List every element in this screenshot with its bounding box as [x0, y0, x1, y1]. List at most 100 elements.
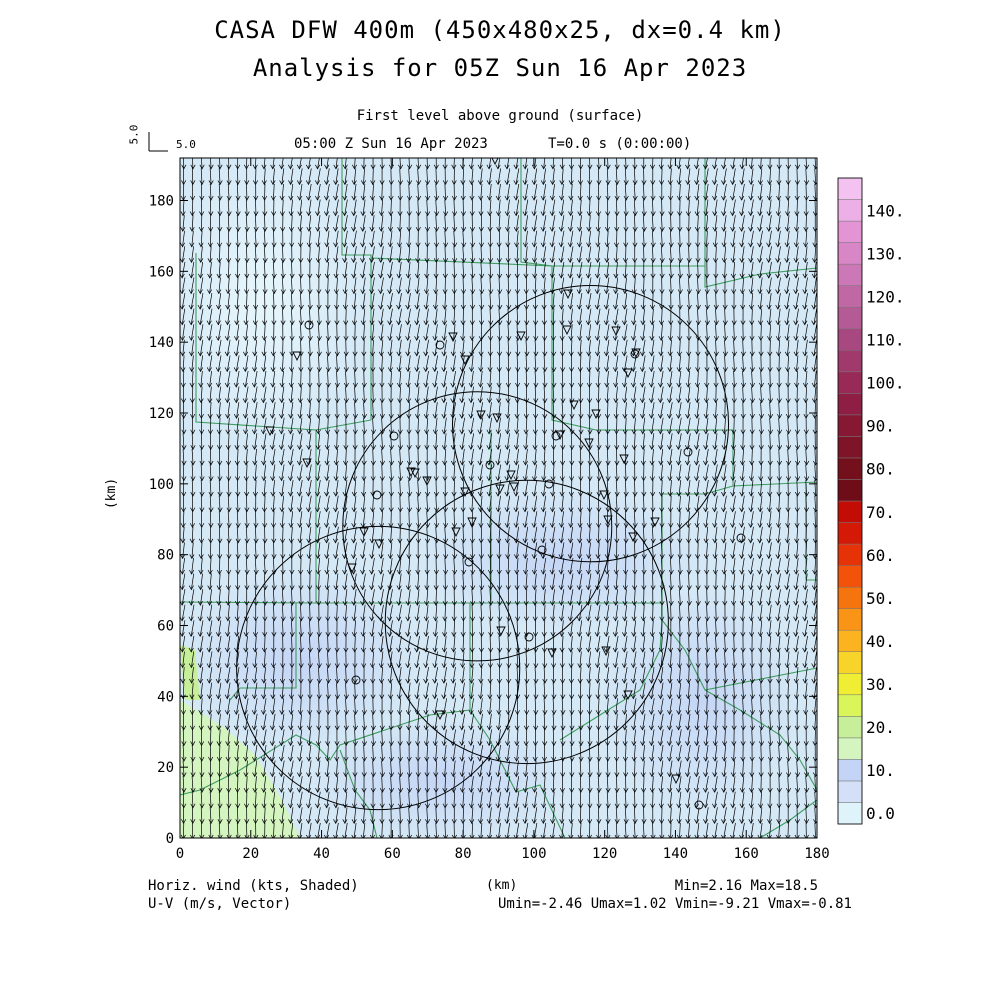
- wind-vector: [380, 589, 384, 606]
- wind-vector-head: [189, 258, 195, 264]
- wind-vector-head: [323, 834, 329, 838]
- wind-vector: [309, 386, 311, 403]
- wind-vector-head: [585, 585, 591, 591]
- wind-vector-head: [613, 258, 619, 264]
- wind-vector-head: [532, 429, 538, 435]
- wind-vector: [489, 573, 492, 590]
- wind-vector: [408, 713, 410, 730]
- wind-vector-head: [424, 756, 430, 762]
- wind-vector-head: [397, 226, 403, 232]
- wind-vector-head: [560, 445, 566, 451]
- wind-vector-head: [477, 741, 483, 747]
- wind-vector-head: [596, 772, 602, 778]
- wind-vector: [588, 464, 591, 481]
- wind-vector: [444, 433, 447, 450]
- wind-vector-head: [560, 756, 566, 762]
- wind-vector: [498, 230, 501, 247]
- wind-vector-head: [243, 756, 249, 762]
- wind-vector: [489, 183, 492, 201]
- wind-vector-head: [495, 787, 501, 793]
- wind-vector: [633, 402, 637, 419]
- wind-vector: [237, 557, 239, 575]
- wind-vector: [191, 448, 194, 465]
- wind-vector-head: [433, 787, 439, 793]
- wind-vector: [273, 651, 275, 668]
- wind-vector-head: [433, 460, 439, 466]
- wind-vector: [372, 417, 374, 434]
- wind-vector-head: [360, 554, 366, 560]
- wind-vector-head: [459, 367, 465, 373]
- wind-vector-head: [252, 803, 258, 809]
- wind-vector-head: [216, 710, 222, 715]
- wind-vector-head: [242, 694, 248, 700]
- wind-vector: [480, 682, 483, 699]
- wind-vector: [605, 293, 610, 310]
- wind-vector: [300, 620, 302, 637]
- wind-vector-head: [198, 725, 204, 731]
- wind-vector-head: [423, 304, 429, 310]
- wind-vector-head: [541, 476, 547, 482]
- wind-vector: [408, 698, 411, 715]
- wind-vector: [344, 480, 348, 497]
- wind-vector-head: [389, 460, 395, 466]
- wind-vector: [679, 183, 681, 201]
- wind-vector-head: [296, 787, 302, 793]
- wind-vector: [209, 589, 212, 606]
- wind-vector-head: [260, 445, 266, 451]
- wind-vector-head: [424, 554, 430, 560]
- wind-vector: [434, 370, 438, 388]
- wind-vector-head: [244, 195, 250, 201]
- wind-vector: [380, 230, 384, 247]
- wind-vector-head: [568, 164, 574, 170]
- wind-vector-head: [676, 164, 682, 170]
- wind-vector-head: [234, 647, 240, 653]
- wind-vector-head: [244, 538, 250, 544]
- wind-vector-head: [505, 258, 511, 264]
- wind-vector: [525, 324, 528, 341]
- wind-vector-head: [270, 476, 276, 482]
- wind-vector-head: [468, 413, 474, 419]
- wind-vector-head: [262, 304, 268, 310]
- wind-vector: [209, 822, 212, 838]
- wind-vector: [200, 557, 203, 575]
- wind-vector-head: [505, 398, 511, 404]
- wind-vector: [253, 698, 258, 715]
- wind-vector: [254, 635, 257, 652]
- wind-vector-head: [397, 538, 403, 544]
- wind-vector-head: [452, 258, 458, 264]
- wind-vector: [353, 573, 357, 590]
- wind-vector: [661, 526, 663, 543]
- wind-vector-head: [569, 772, 575, 778]
- wind-vector-head: [578, 756, 584, 762]
- wind-vector: [570, 339, 573, 356]
- wind-vector: [579, 511, 582, 528]
- wind-vector-head: [630, 694, 636, 700]
- wind-vector: [660, 448, 664, 465]
- wind-vector: [380, 324, 384, 341]
- wind-vector-head: [397, 429, 403, 435]
- wind-vector-head: [513, 445, 519, 451]
- wind-vector: [516, 417, 519, 434]
- wind-vector-head: [649, 429, 655, 435]
- wind-vector: [497, 158, 501, 169]
- wind-vector-head: [261, 351, 267, 357]
- wind-vector: [669, 158, 672, 169]
- wind-vector-head: [442, 491, 448, 497]
- wind-vector-head: [342, 834, 348, 838]
- wind-vector: [516, 246, 519, 263]
- wind-vector-head: [567, 585, 573, 591]
- wind-vector: [199, 604, 204, 621]
- wind-vector-head: [650, 600, 656, 606]
- wind-vector: [642, 511, 645, 528]
- wind-vector: [272, 744, 276, 762]
- wind-vector: [390, 158, 392, 169]
- wind-vector-head: [360, 258, 366, 264]
- wind-vector-head: [279, 694, 285, 700]
- wind-vector: [624, 293, 628, 310]
- wind-vector-head: [659, 600, 665, 606]
- wind-vector: [336, 277, 338, 294]
- wind-vector: [543, 713, 546, 730]
- wind-vector: [579, 822, 582, 838]
- wind-vector: [597, 168, 600, 185]
- wind-vector-head: [315, 476, 321, 482]
